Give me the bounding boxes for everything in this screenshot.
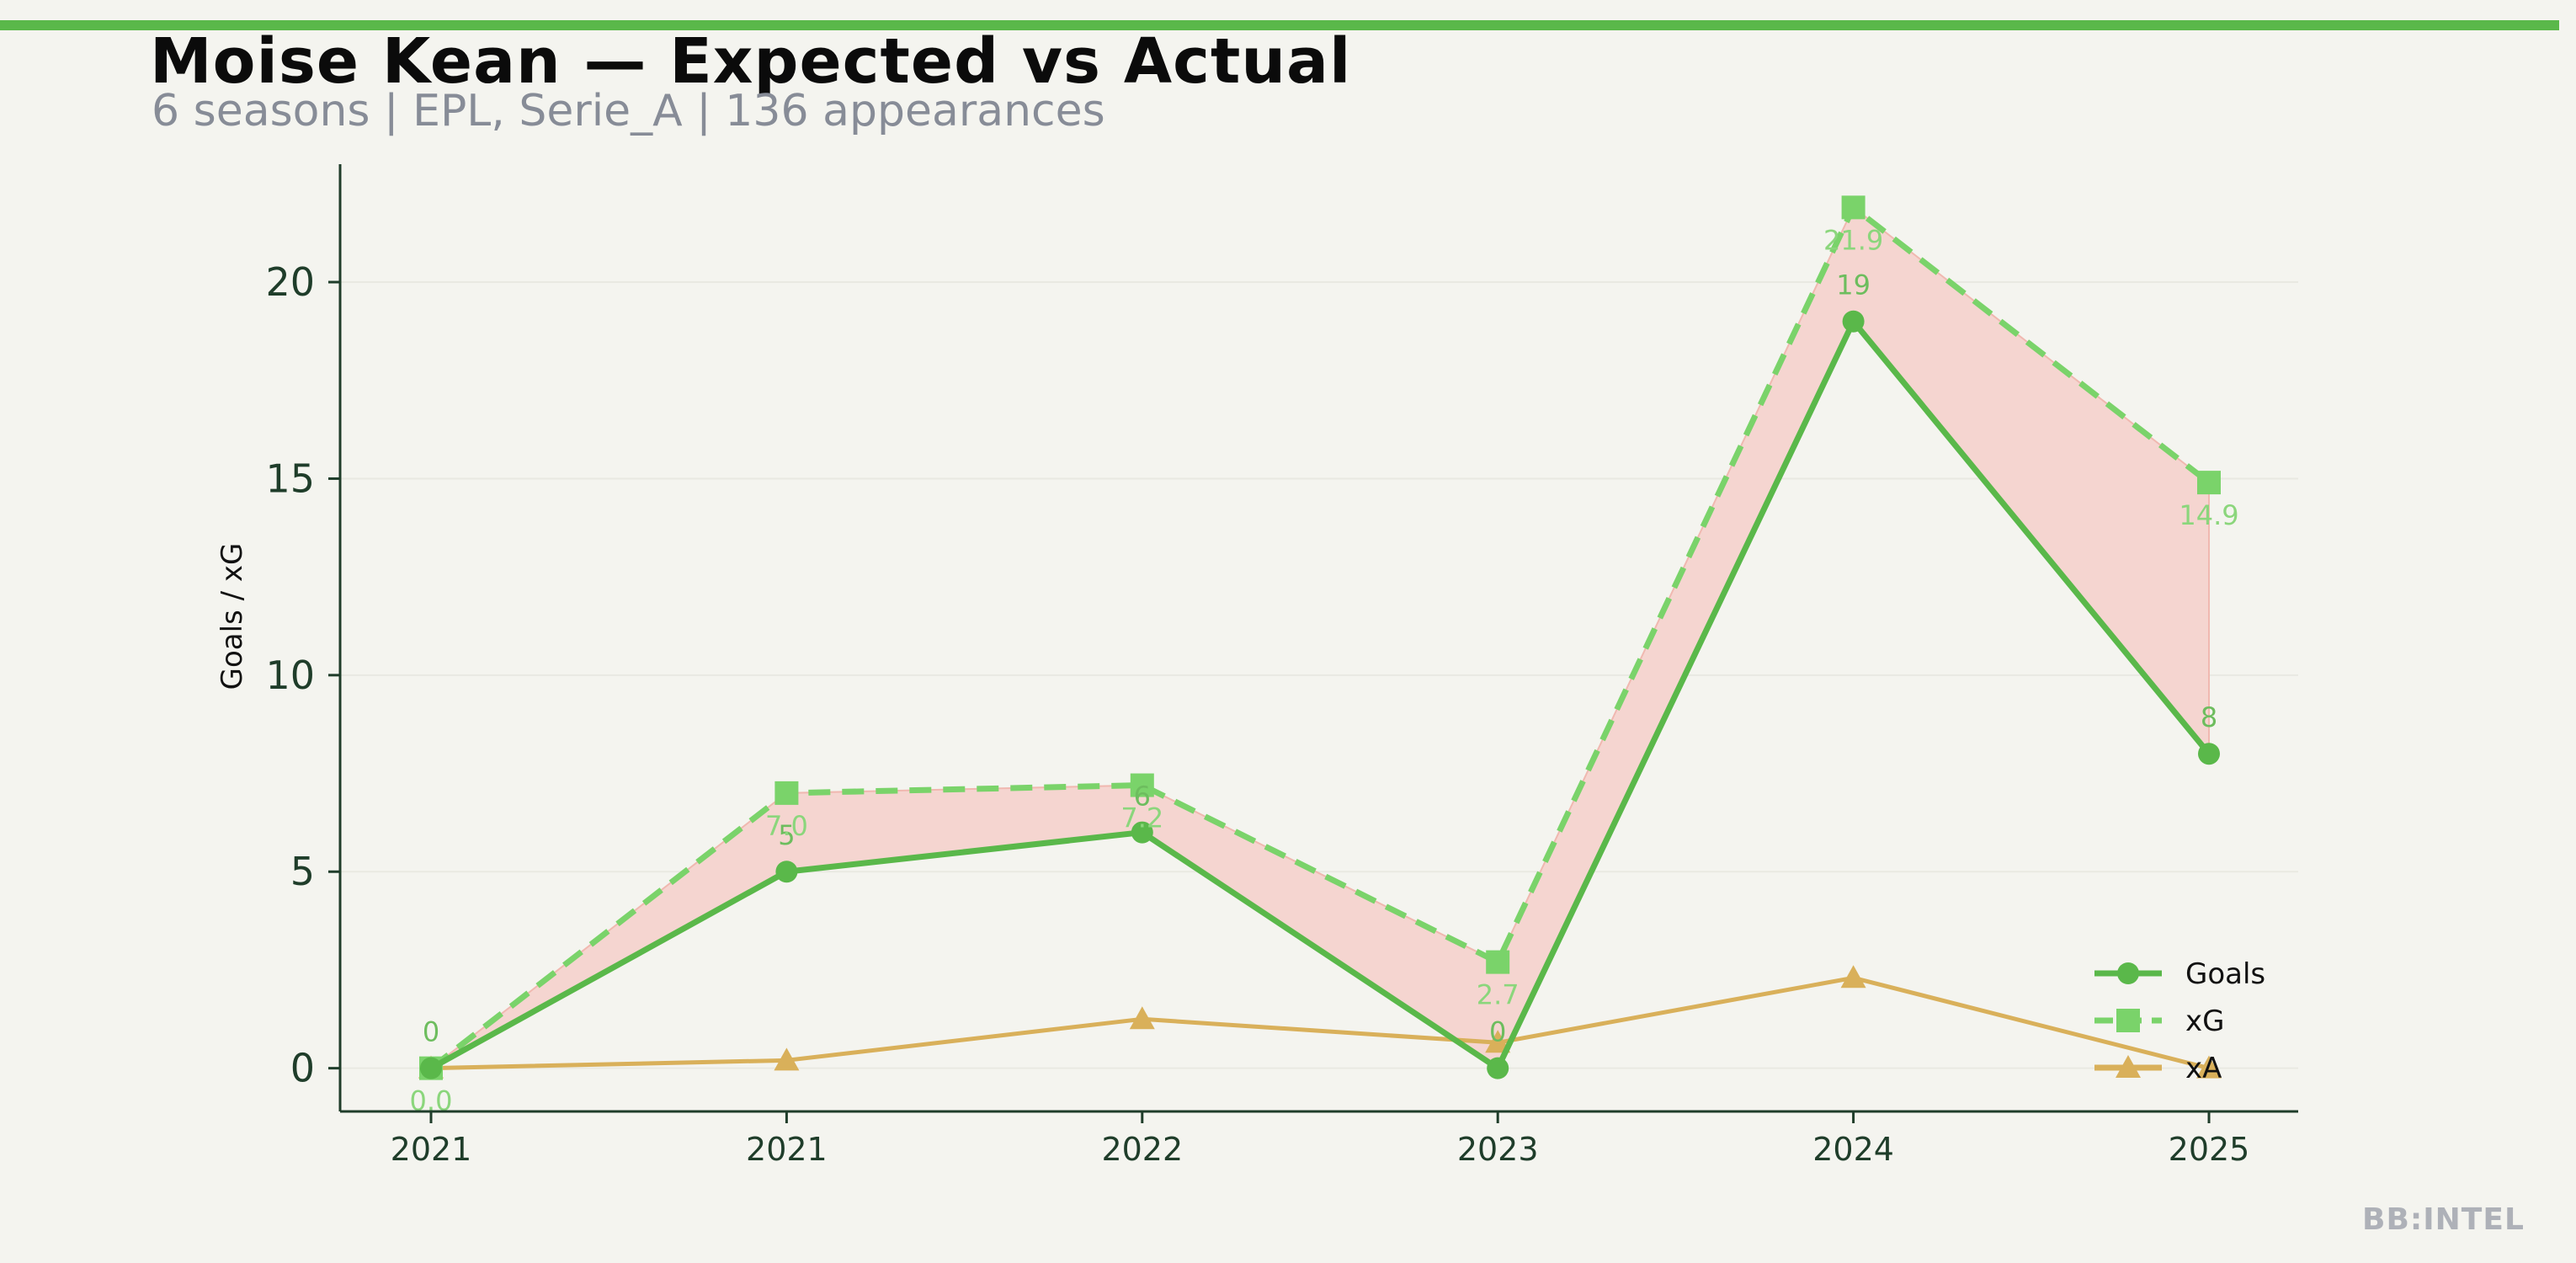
- xg-point-4: [1841, 195, 1865, 220]
- xa-point-4: [1840, 965, 1866, 989]
- legend-label-goals: Goals: [2185, 957, 2265, 991]
- y-tick-label-10: 10: [265, 653, 315, 698]
- series-line-xa: [430, 975, 2210, 1071]
- x-tick-label-5: 2025: [2169, 1131, 2250, 1168]
- y-tick-label-0: 0: [290, 1046, 315, 1091]
- watermark: BB:INTEL: [2362, 1202, 2525, 1237]
- xg-label-1: 7.0: [765, 810, 808, 842]
- goals-label-3: 0: [1489, 1016, 1506, 1048]
- x-tick-label-0: 2021: [391, 1131, 472, 1168]
- goals-point-1: [775, 861, 798, 883]
- legend-marker-goals: [2117, 962, 2139, 984]
- xa-point-3: [1485, 1030, 1511, 1053]
- xg-label-3: 2.7: [1477, 979, 1520, 1011]
- x-tick-label-2: 2022: [1101, 1131, 1183, 1168]
- chart-title: Moise Kean — Expected vs Actual: [150, 25, 1352, 98]
- legend-label-xa: xA: [2185, 1052, 2222, 1085]
- xa-point-2: [1129, 1006, 1155, 1030]
- y-tick-label-20: 20: [265, 259, 315, 305]
- goals-label-2: 6: [1134, 781, 1151, 813]
- x-tick-label-3: 2023: [1457, 1131, 1539, 1168]
- series-line-xg: [428, 204, 2211, 1071]
- xg-point-1: [774, 781, 799, 805]
- xg-label-2: 7.2: [1120, 802, 1163, 834]
- legend-marker-xg: [2116, 1009, 2140, 1032]
- xg-point-2: [1130, 773, 1154, 797]
- top-accent-bar: [0, 20, 2559, 30]
- y-tick-label-5: 5: [290, 849, 315, 894]
- goals-label-0: 0: [423, 1016, 439, 1048]
- goals-label-5: 8: [2201, 701, 2217, 733]
- series-layer: [418, 195, 2222, 1080]
- x-tick-label-4: 2024: [1812, 1131, 1894, 1168]
- chart-subtitle: 6 seasons | EPL, Serie_A | 136 appearanc…: [152, 86, 1105, 136]
- xa-point-1: [774, 1047, 800, 1071]
- goals-point-0: [420, 1057, 442, 1079]
- legend-label-xg: xG: [2185, 1005, 2224, 1038]
- x-tick-label-1: 2021: [746, 1131, 828, 1168]
- grid-lines: [340, 281, 2298, 1069]
- series-line-goals: [429, 318, 2211, 1072]
- y-tick-label-15: 15: [265, 456, 315, 501]
- xg-point-5: [2197, 471, 2221, 495]
- goals-xg-gap-area: [430, 205, 2210, 1070]
- goals-point-4: [1842, 310, 1865, 333]
- axes: 0 5 10 15 20 2021 2021 2022 2023 2024 2025: [265, 164, 2298, 1168]
- goals-label-1: 5: [778, 819, 795, 851]
- xg-label-4: 21.9: [1823, 224, 1883, 256]
- xg-label-5: 14.9: [2179, 499, 2238, 531]
- legend: Goals xG xA: [2094, 957, 2265, 1085]
- xa-point-5: [2196, 1055, 2222, 1079]
- legend-marker-xa: [2116, 1055, 2141, 1078]
- goals-point-3: [1487, 1057, 1509, 1079]
- goals-point-5: [2198, 743, 2220, 765]
- xg-point-3: [1486, 950, 1510, 974]
- goals-label-4: 19: [1836, 269, 1871, 301]
- goals-point-2: [1131, 821, 1153, 844]
